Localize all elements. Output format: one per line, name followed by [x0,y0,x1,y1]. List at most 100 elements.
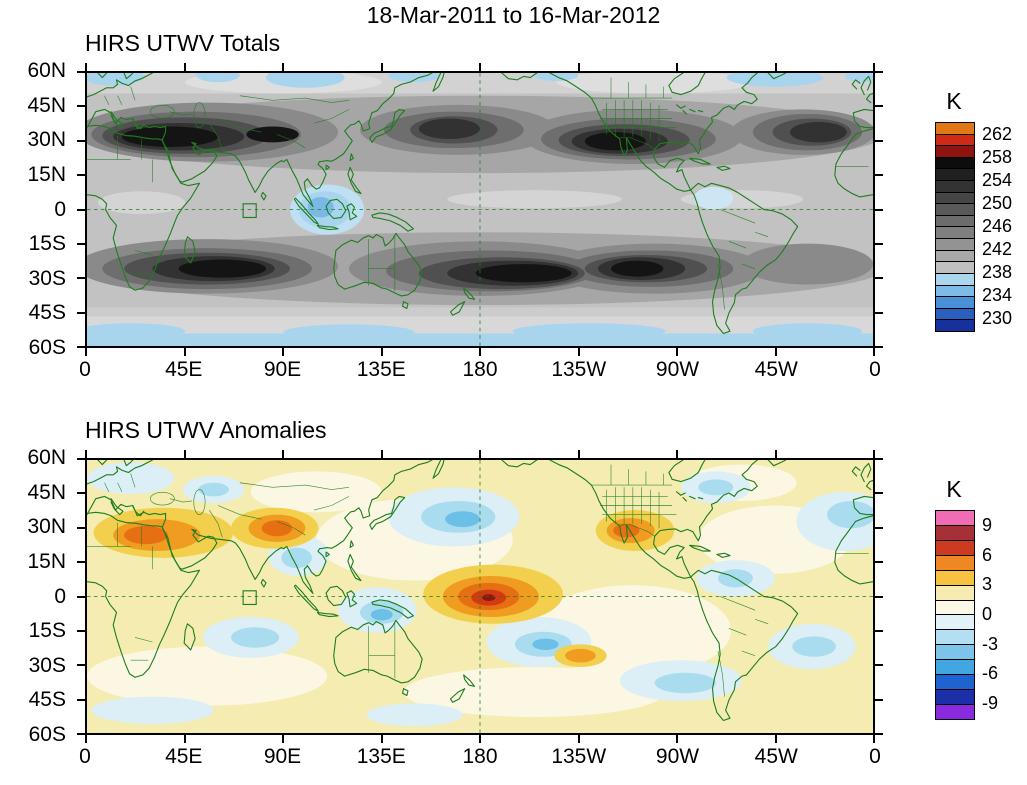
y-tick [77,458,85,460]
x-tick [774,63,777,71]
y-tick [77,526,85,529]
x-axis-label: 0 [79,745,91,768]
anomalies-y-ticks-right [875,458,883,735]
y-tick [875,346,883,348]
colorbar-box [936,133,974,146]
totals-x-ticks-top [85,63,875,71]
colorbar-box [936,226,974,239]
colorbar-tick-label: 258 [982,147,1013,167]
totals-y-ticks-right [875,71,883,348]
y-axis-label: 45N [27,93,66,117]
y-tick [875,595,883,598]
x-tick [577,348,580,356]
y-tick [875,458,883,460]
totals-colorbar-unit: K [946,88,962,114]
y-tick [875,277,883,280]
totals-map-svg [87,73,873,346]
y-tick [77,733,85,735]
y-axis-label: 30N [27,128,66,152]
colorbar-tick-label: 242 [982,239,1013,259]
colorbar-tick-label: 262 [982,124,1013,144]
colorbar-box [936,238,974,250]
y-tick [77,71,85,73]
y-tick [875,311,883,314]
colorbar-box [936,584,974,600]
x-axis-label: 45W [754,358,798,381]
x-tick [85,63,87,71]
totals-map [85,71,875,348]
y-axis-label: 15S [28,619,66,643]
totals-x-axis-labels: 0 45E 90E 135E 180 135W 90W 45W 0 [55,358,905,382]
x-tick [183,348,186,356]
x-tick [380,63,383,71]
colorbar-tick-label: -3 [982,633,999,654]
x-axis-label: 135W [551,745,607,768]
anomalies-y-axis-labels: 60N 45N 30N 15N 0 15S 30S 45S 60S [0,447,74,746]
x-tick [85,348,87,356]
colorbar-box [936,569,974,585]
x-axis-label: 0 [869,745,881,768]
x-tick [577,63,580,71]
y-tick [77,139,85,142]
x-axis-label: 180 [462,358,498,381]
x-tick [85,735,87,743]
colorbar-tick-label: 0 [982,603,993,624]
y-tick [77,561,85,564]
x-tick [380,450,383,458]
anomalies-colorbar-unit: K [946,476,962,502]
x-tick [479,348,481,356]
y-tick [875,242,883,245]
colorbar-tick-label: -9 [982,692,999,713]
y-axis-label: 45N [27,480,66,504]
x-axis-label: 90E [263,358,302,381]
x-tick [577,735,580,743]
y-axis-label: 30N [27,515,66,539]
colorbar-box [936,191,974,204]
x-tick [873,450,875,458]
colorbar-tick-label: 250 [982,193,1013,213]
x-axis-label: 135E [356,358,406,381]
x-tick [479,63,481,71]
x-tick [183,450,186,458]
y-tick [77,208,85,211]
x-tick [774,348,777,356]
x-axis-label: 135W [551,358,607,381]
y-tick [77,492,85,495]
colorbar-box [936,156,974,169]
anomalies-y-ticks-left [77,458,85,735]
anomalies-x-ticks-top [85,450,875,458]
colorbar-box [936,644,974,660]
x-tick [676,63,678,71]
y-axis-label: 0 [54,584,66,608]
y-axis-label: 60N [27,446,66,469]
colorbar-box [936,123,974,134]
x-axis-label: 45E [165,745,203,768]
totals-y-ticks-left [77,71,85,348]
y-tick [875,492,883,495]
x-tick [774,450,777,458]
colorbar-box [936,214,974,227]
figure-title: 18-Mar-2011 to 16-Mar-2012 [366,2,661,28]
colorbar-box [936,284,974,297]
colorbar-box [936,614,974,630]
y-tick [77,346,85,348]
y-tick [77,105,85,108]
y-tick [77,277,85,280]
totals-x-ticks-bottom [85,348,875,356]
colorbar-tick-label: 238 [982,262,1013,282]
x-tick [774,735,777,743]
anomalies-panel-title: HIRS UTWV Anomalies [85,417,327,443]
colorbar-tick-label: 234 [982,285,1013,305]
y-axis-label: 45S [28,301,66,325]
colorbar-box [936,249,974,262]
anomalies-x-ticks-bottom [85,735,875,743]
y-axis-label: 0 [54,197,66,221]
x-tick [676,450,678,458]
y-tick [875,733,883,735]
colorbar-box [936,554,974,570]
colorbar-box [936,168,974,181]
anomalies-x-axis-labels: 0 45E 90E 135E 180 135W 90W 45W 0 [55,745,905,769]
y-tick [77,174,85,177]
totals-colorbar-labels: 262 258 254 250 246 242 238 234 230 [982,122,1027,330]
